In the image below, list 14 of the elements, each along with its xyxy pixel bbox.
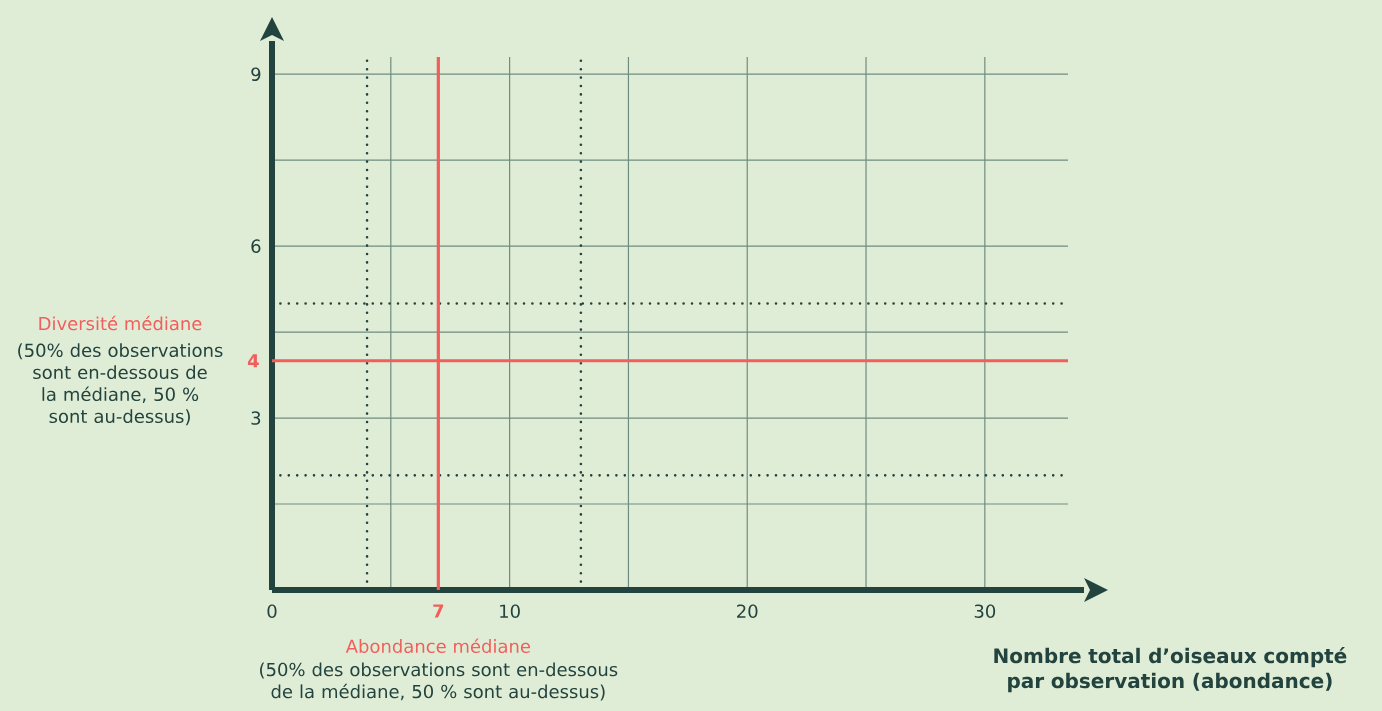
x-tick-label: 0 [267, 604, 277, 618]
text: (50% des observations sont en-dessous de la médiane, 50 % sont au-dessus) [260, 662, 618, 701]
y-tick-label: 3 [251, 411, 261, 425]
x-tick-label: 30 [974, 604, 996, 618]
annotation: 7 [433, 604, 444, 618]
x-tick-label: 10 [500, 604, 520, 618]
y-tick-label: 6 [251, 239, 261, 253]
x-axis-title: Nombre total d’oiseaux compté par observation (abondance) [994, 647, 1347, 693]
x-tick-label: 20 [737, 604, 758, 618]
text: (50% des observations sont en-dessous de la médiane, 50 % sont au-dessus) [18, 343, 223, 426]
annotation: 4 [247, 354, 259, 368]
ref-line-label: Diversité médiane [39, 315, 202, 331]
ref-line-label: Abondance médiane [345, 638, 531, 654]
y-tick-label: 9 [251, 67, 261, 82]
